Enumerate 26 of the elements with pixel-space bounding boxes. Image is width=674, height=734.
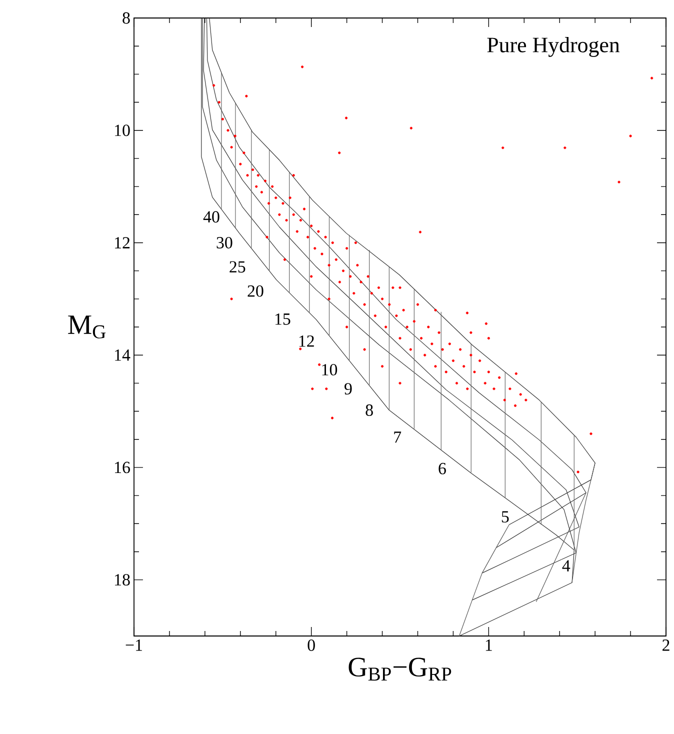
x-tick-label: 1 <box>486 640 492 651</box>
annotation: 30 <box>217 237 232 248</box>
y-tick-label: 10 <box>115 124 130 136</box>
annotation: 40 <box>204 211 220 223</box>
annotation: 25 <box>230 261 246 273</box>
y-axis-title: M$_{G}$ <box>68 316 106 338</box>
y-tick-label: 12 <box>115 237 130 248</box>
y-tick-label: 8 <box>122 12 130 24</box>
x-tick-label: 2 <box>662 640 670 651</box>
y-tick-label: 14 <box>115 350 130 361</box>
annotation: 6 <box>438 462 446 474</box>
x-axis-title: G$_{BP}$−G$_{RP}$ <box>348 658 452 681</box>
y-tick-label: 18 <box>115 574 130 586</box>
annotation: 20 <box>248 285 264 297</box>
x-tick-label: −1 <box>126 640 142 651</box>
y-tick-label: 16 <box>115 462 130 474</box>
annotation: Pure Hydrogen <box>487 36 620 57</box>
annotation: 12 <box>300 335 314 347</box>
annotation: 7 <box>394 432 402 443</box>
annotation: 10 <box>322 364 338 376</box>
annotation: 9 <box>344 383 352 394</box>
annotation: 4 <box>562 560 570 572</box>
x-tick-label: 0 <box>308 640 316 651</box>
annotation: 5 <box>502 511 509 523</box>
annotation: 8 <box>366 404 374 416</box>
annotation: 15 <box>276 313 290 325</box>
